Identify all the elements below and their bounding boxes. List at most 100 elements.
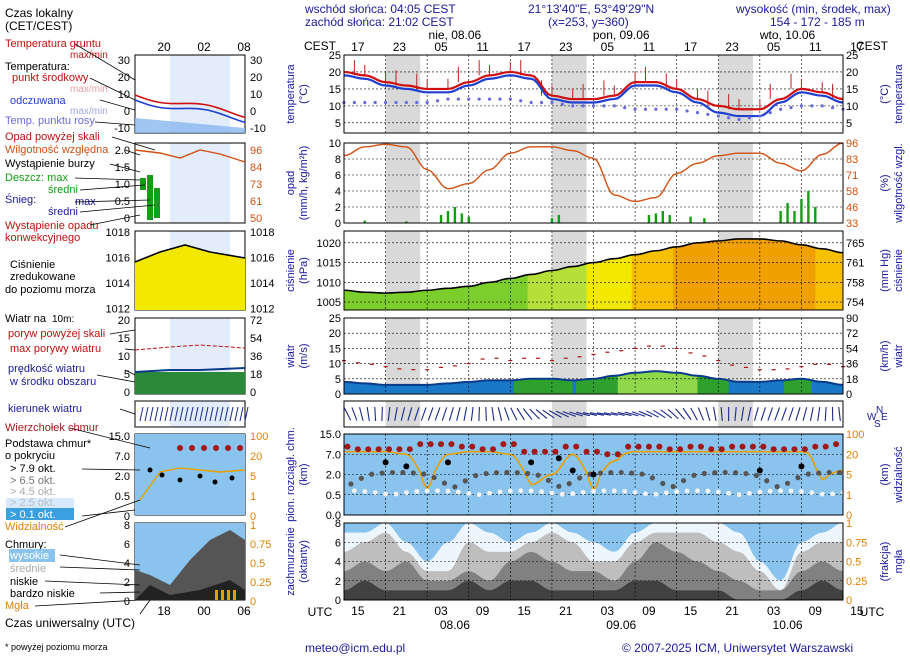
legend-leader-line	[99, 99, 136, 111]
cloud-base-dot	[764, 478, 770, 484]
y-tick-right: 765	[846, 238, 864, 250]
cloud-base-dot	[462, 478, 468, 484]
cloud-base-dot	[372, 490, 378, 495]
wind-speed-fill	[562, 379, 567, 394]
wind-dir-arrow	[603, 412, 618, 416]
y-tick-right: 0.5	[846, 557, 861, 569]
cest-tick: 11	[809, 40, 822, 54]
wind-speed-fill	[499, 380, 504, 394]
wind-speed-fill	[586, 379, 591, 394]
legend-dir-arrow	[169, 406, 174, 422]
legend-fog: Mgła	[5, 600, 30, 612]
wind-speed-fill	[510, 380, 515, 394]
legend-cloud-top: Wierzchołek chmur	[5, 422, 99, 434]
legend-cloud-top-dot	[177, 445, 183, 451]
cloud-base-dot	[410, 470, 416, 476]
panel-frame	[343, 142, 844, 224]
dew-point-dot	[363, 100, 367, 105]
panel-unit-left: (mm/h, kg/m²h)	[298, 146, 310, 221]
wind-speed-fill	[444, 383, 449, 394]
wind-dir-arrow	[522, 408, 533, 420]
legend-dir-arrow	[194, 406, 199, 422]
wind-speed-fill	[721, 379, 726, 394]
legend-leader-line	[109, 163, 141, 173]
wind-dir-arrow	[387, 406, 391, 422]
legend-wind-tick-l: 0	[124, 387, 130, 399]
legend-dir-arrow	[239, 406, 244, 422]
legend-rain-bar	[154, 188, 160, 218]
y-tick-right: 100	[846, 429, 864, 441]
cloud-base-dot	[649, 475, 656, 481]
cloud-base-dot	[473, 473, 479, 479]
wind-dir-arrow	[470, 406, 474, 422]
legend-leader-line	[59, 566, 141, 571]
legend-night-band	[170, 55, 230, 133]
legend-cloud-top-dot	[237, 445, 243, 451]
pressure-fill	[666, 248, 671, 310]
pressure-fill	[569, 266, 574, 310]
y-tick-right: 46	[846, 202, 858, 214]
legend-high-bg	[9, 549, 55, 562]
wind-speed-fill	[364, 383, 369, 394]
legend-leader-line	[111, 136, 156, 151]
wind-speed-fill	[596, 378, 601, 394]
wind-speed-fill	[517, 379, 522, 394]
wind-speed-fill	[735, 381, 740, 394]
y-tick-right: 15	[846, 84, 858, 96]
legend-pressure-2: zredukowane	[10, 271, 75, 283]
pressure-fill	[558, 269, 563, 310]
cloud-top-dot	[406, 446, 413, 453]
y-tick-left: 1020	[317, 238, 341, 250]
wind-dir-arrow	[427, 407, 434, 421]
pressure-fill	[409, 292, 414, 310]
cloud-base-dot	[805, 471, 811, 477]
cloud-base-dot	[421, 471, 427, 477]
legend-utc-tick: 00	[197, 604, 211, 618]
rain-bar	[689, 216, 692, 223]
wind-speed-fill	[555, 378, 560, 394]
legend-dir-arrow	[229, 406, 234, 422]
elevation-value: 154 - 172 - 185 m	[770, 15, 865, 29]
email-link[interactable]: meteo@icm.edu.pl	[305, 641, 406, 655]
rain-bar	[453, 207, 457, 223]
wind-speed-fill	[662, 371, 667, 394]
pressure-fill	[354, 291, 359, 310]
utc-tick: 09	[642, 604, 656, 618]
wind-speed-fill	[714, 378, 719, 394]
legend-cover-tick-r: 0.25	[250, 577, 271, 589]
cloud-top-dot	[531, 448, 538, 455]
pressure-fill	[645, 252, 650, 310]
wind-dir-arrow	[817, 406, 821, 422]
y-tick-right: 5	[846, 470, 852, 482]
wind-speed-fill	[725, 379, 730, 394]
pressure-fill	[444, 288, 449, 310]
pressure-fill	[777, 240, 782, 310]
pressure-fill	[441, 288, 445, 310]
wind-speed-fill	[801, 378, 806, 394]
y-tick-left: 25	[329, 50, 341, 62]
pressure-fill	[406, 292, 411, 310]
rain-bar	[550, 218, 554, 223]
wind-speed-fill	[427, 384, 432, 394]
y-tick-right: 83	[846, 154, 858, 166]
dew-point-dot	[487, 97, 492, 101]
cest-tick: 23	[393, 40, 407, 54]
cloud-top-dot	[656, 443, 663, 450]
cloud-base-dot	[767, 488, 773, 494]
legend-temp-tick-r: 20	[250, 72, 262, 84]
wind-speed-fill	[818, 381, 823, 394]
pressure-fill	[416, 291, 421, 310]
legend-pressure-1: Ciśnienie	[10, 259, 55, 271]
night-band	[385, 318, 421, 394]
pressure-fill	[402, 292, 407, 310]
legend-temp-title: Temperatura:	[5, 61, 70, 73]
dew-point-dot	[810, 104, 814, 108]
legend-gust: max porywy wiatru	[10, 343, 101, 355]
y-tick-right: 25	[846, 50, 858, 62]
wind-speed-fill	[711, 378, 716, 394]
wind-dir-arrow	[400, 407, 406, 421]
cloud-base-dot	[493, 470, 500, 476]
wind-dir-arrow	[448, 407, 454, 421]
wind-speed-fill	[614, 375, 619, 394]
cloud-top-dot	[521, 448, 528, 455]
